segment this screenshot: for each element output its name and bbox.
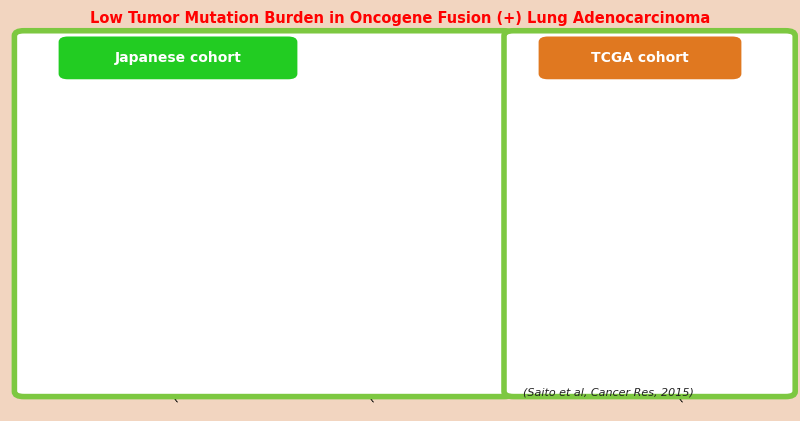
- Text: P < 0.0001: P < 0.0001: [158, 112, 216, 122]
- PathPatch shape: [134, 280, 156, 307]
- Text: Japanese cohort: Japanese cohort: [114, 51, 242, 65]
- Text: P < 0.0001: P < 0.0001: [347, 112, 405, 122]
- PathPatch shape: [613, 240, 641, 275]
- Y-axis label: Number of non-synonymous
mutations per Mb: Number of non-synonymous mutations per M…: [485, 149, 506, 287]
- Y-axis label: Number of mutated genes: Number of mutated genes: [253, 153, 262, 282]
- PathPatch shape: [313, 233, 339, 250]
- Title: All genes: All genes: [618, 75, 690, 89]
- PathPatch shape: [413, 189, 439, 245]
- Text: P = 0.046: P = 0.046: [655, 112, 706, 122]
- Title: All genes: All genes: [130, 75, 202, 89]
- Text: (Saito et al, Cancer Res, 2015): (Saito et al, Cancer Res, 2015): [522, 388, 694, 398]
- PathPatch shape: [219, 214, 242, 287]
- PathPatch shape: [176, 260, 198, 281]
- Y-axis label: Number of non-synonymous
mutations per Mb: Number of non-synonymous mutations per M…: [21, 149, 42, 287]
- Title: CGC: CGC: [360, 75, 392, 89]
- Text: TCGA cohort: TCGA cohort: [591, 51, 689, 65]
- Text: Low Tumor Mutation Burden in Oncogene Fusion (+) Lung Adenocarcinoma: Low Tumor Mutation Burden in Oncogene Fu…: [90, 11, 710, 26]
- PathPatch shape: [667, 187, 695, 217]
- PathPatch shape: [722, 173, 750, 214]
- PathPatch shape: [363, 201, 389, 226]
- PathPatch shape: [558, 180, 586, 220]
- PathPatch shape: [90, 258, 113, 293]
